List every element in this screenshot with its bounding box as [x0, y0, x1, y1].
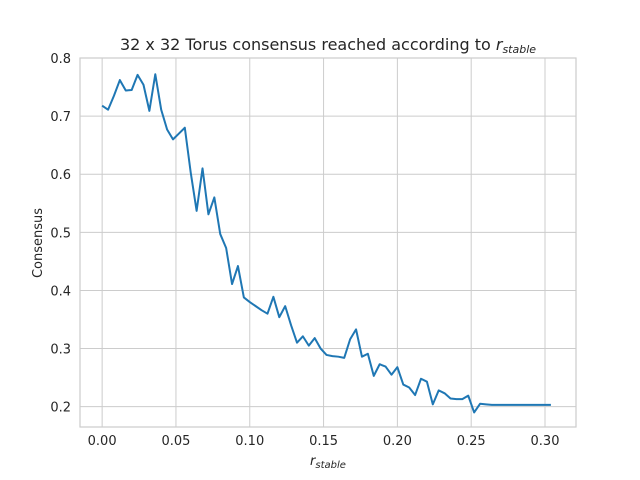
x-tick-label: 0.25	[457, 434, 486, 449]
x-tick-label: 0.15	[309, 434, 338, 449]
x-tick-label: 0.10	[235, 434, 264, 449]
series-layer	[101, 73, 551, 414]
series-line	[101, 73, 551, 414]
x-tick-label: 0.30	[531, 434, 560, 449]
y-tick-label: 0.5	[50, 226, 71, 241]
x-tick-label: 0.05	[161, 434, 190, 449]
x-axis-label: rstable	[310, 454, 346, 471]
grid	[80, 57, 576, 427]
x-tick-label: 0.20	[383, 434, 412, 449]
y-tick-label: 0.7	[50, 110, 71, 125]
x-tick-label: 0.00	[88, 434, 117, 449]
y-tick-label: 0.6	[50, 168, 71, 183]
y-tick-labels: 0.2 0.3 0.4 0.5 0.6 0.7 0.8	[50, 52, 71, 416]
y-tick-label: 0.3	[50, 343, 71, 358]
y-axis-label: Consensus	[31, 208, 46, 278]
chart-title: 32 x 32 Torus consensus reached accordin…	[120, 35, 536, 56]
plot-frame	[79, 57, 577, 428]
y-tick-label: 0.2	[50, 401, 71, 416]
y-tick-label: 0.8	[50, 52, 71, 67]
y-tick-label: 0.4	[50, 284, 71, 299]
x-tick-labels: 0.00 0.05 0.10 0.15 0.20 0.25 0.30	[88, 434, 560, 449]
